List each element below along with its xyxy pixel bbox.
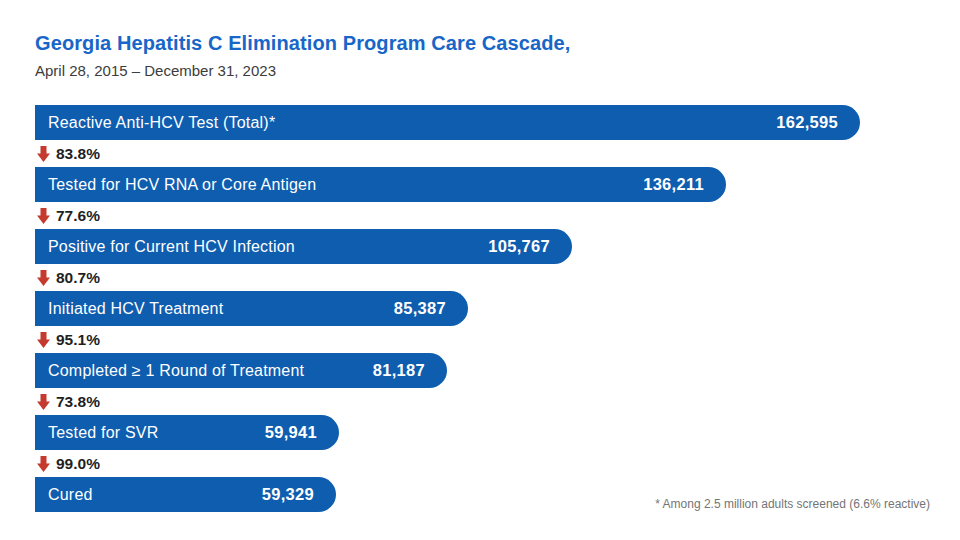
conversion-row: 73.8% — [35, 388, 895, 415]
conversion-row: 77.6% — [35, 202, 895, 229]
down-arrow-icon — [37, 146, 50, 162]
bar-value: 85,387 — [394, 299, 468, 318]
conversion-row: 99.0% — [35, 450, 895, 477]
down-arrow-icon — [37, 456, 50, 472]
chart-title: Georgia Hepatitis C Elimination Program … — [35, 32, 570, 55]
bar-label: Completed ≥ 1 Round of Treatment — [35, 362, 304, 380]
down-arrow-icon — [37, 394, 50, 410]
bar-value: 105,767 — [488, 237, 572, 256]
cascade-bar: Tested for HCV RNA or Core Antigen 136,21… — [35, 167, 726, 202]
cascade-bar: Initiated HCV Treatment 85,387 — [35, 291, 468, 326]
conversion-row: 95.1% — [35, 326, 895, 353]
bar-label: Reactive Anti-HCV Test (Total)* — [35, 114, 275, 132]
bar-label: Positive for Current HCV Infection — [35, 238, 295, 256]
bar-label: Initiated HCV Treatment — [35, 300, 223, 318]
conversion-pct: 77.6% — [56, 207, 100, 225]
down-arrow-icon — [37, 332, 50, 348]
bar-value: 81,187 — [373, 361, 447, 380]
bar-label: Tested for HCV RNA or Core Antigen — [35, 176, 316, 194]
cascade-bar: Completed ≥ 1 Round of Treatment 81,187 — [35, 353, 447, 388]
conversion-pct: 83.8% — [56, 145, 100, 163]
down-arrow-icon — [37, 270, 50, 286]
bar-label: Cured — [35, 486, 93, 504]
conversion-pct: 95.1% — [56, 331, 100, 349]
cascade-bars: Reactive Anti-HCV Test (Total)* 162,595 83… — [35, 105, 895, 512]
chart-subtitle: April 28, 2015 – December 31, 2023 — [35, 62, 276, 79]
care-cascade-figure: Georgia Hepatitis C Elimination Program … — [0, 0, 960, 540]
chart-footnote: * Among 2.5 million adults screened (6.6… — [655, 497, 930, 511]
bar-label: Tested for SVR — [35, 424, 158, 442]
cascade-bar: Tested for SVR 59,941 — [35, 415, 339, 450]
bar-value: 162,595 — [776, 113, 860, 132]
conversion-pct: 80.7% — [56, 269, 100, 287]
conversion-pct: 73.8% — [56, 393, 100, 411]
bar-value: 136,211 — [643, 175, 726, 194]
cascade-bar: Cured 59,329 — [35, 477, 336, 512]
cascade-bar: Positive for Current HCV Infection 105,76… — [35, 229, 572, 264]
bar-value: 59,941 — [265, 423, 339, 442]
cascade-bar: Reactive Anti-HCV Test (Total)* 162,595 — [35, 105, 860, 140]
down-arrow-icon — [37, 208, 50, 224]
conversion-row: 83.8% — [35, 140, 895, 167]
conversion-row: 80.7% — [35, 264, 895, 291]
bar-value: 59,329 — [262, 485, 336, 504]
conversion-pct: 99.0% — [56, 455, 100, 473]
